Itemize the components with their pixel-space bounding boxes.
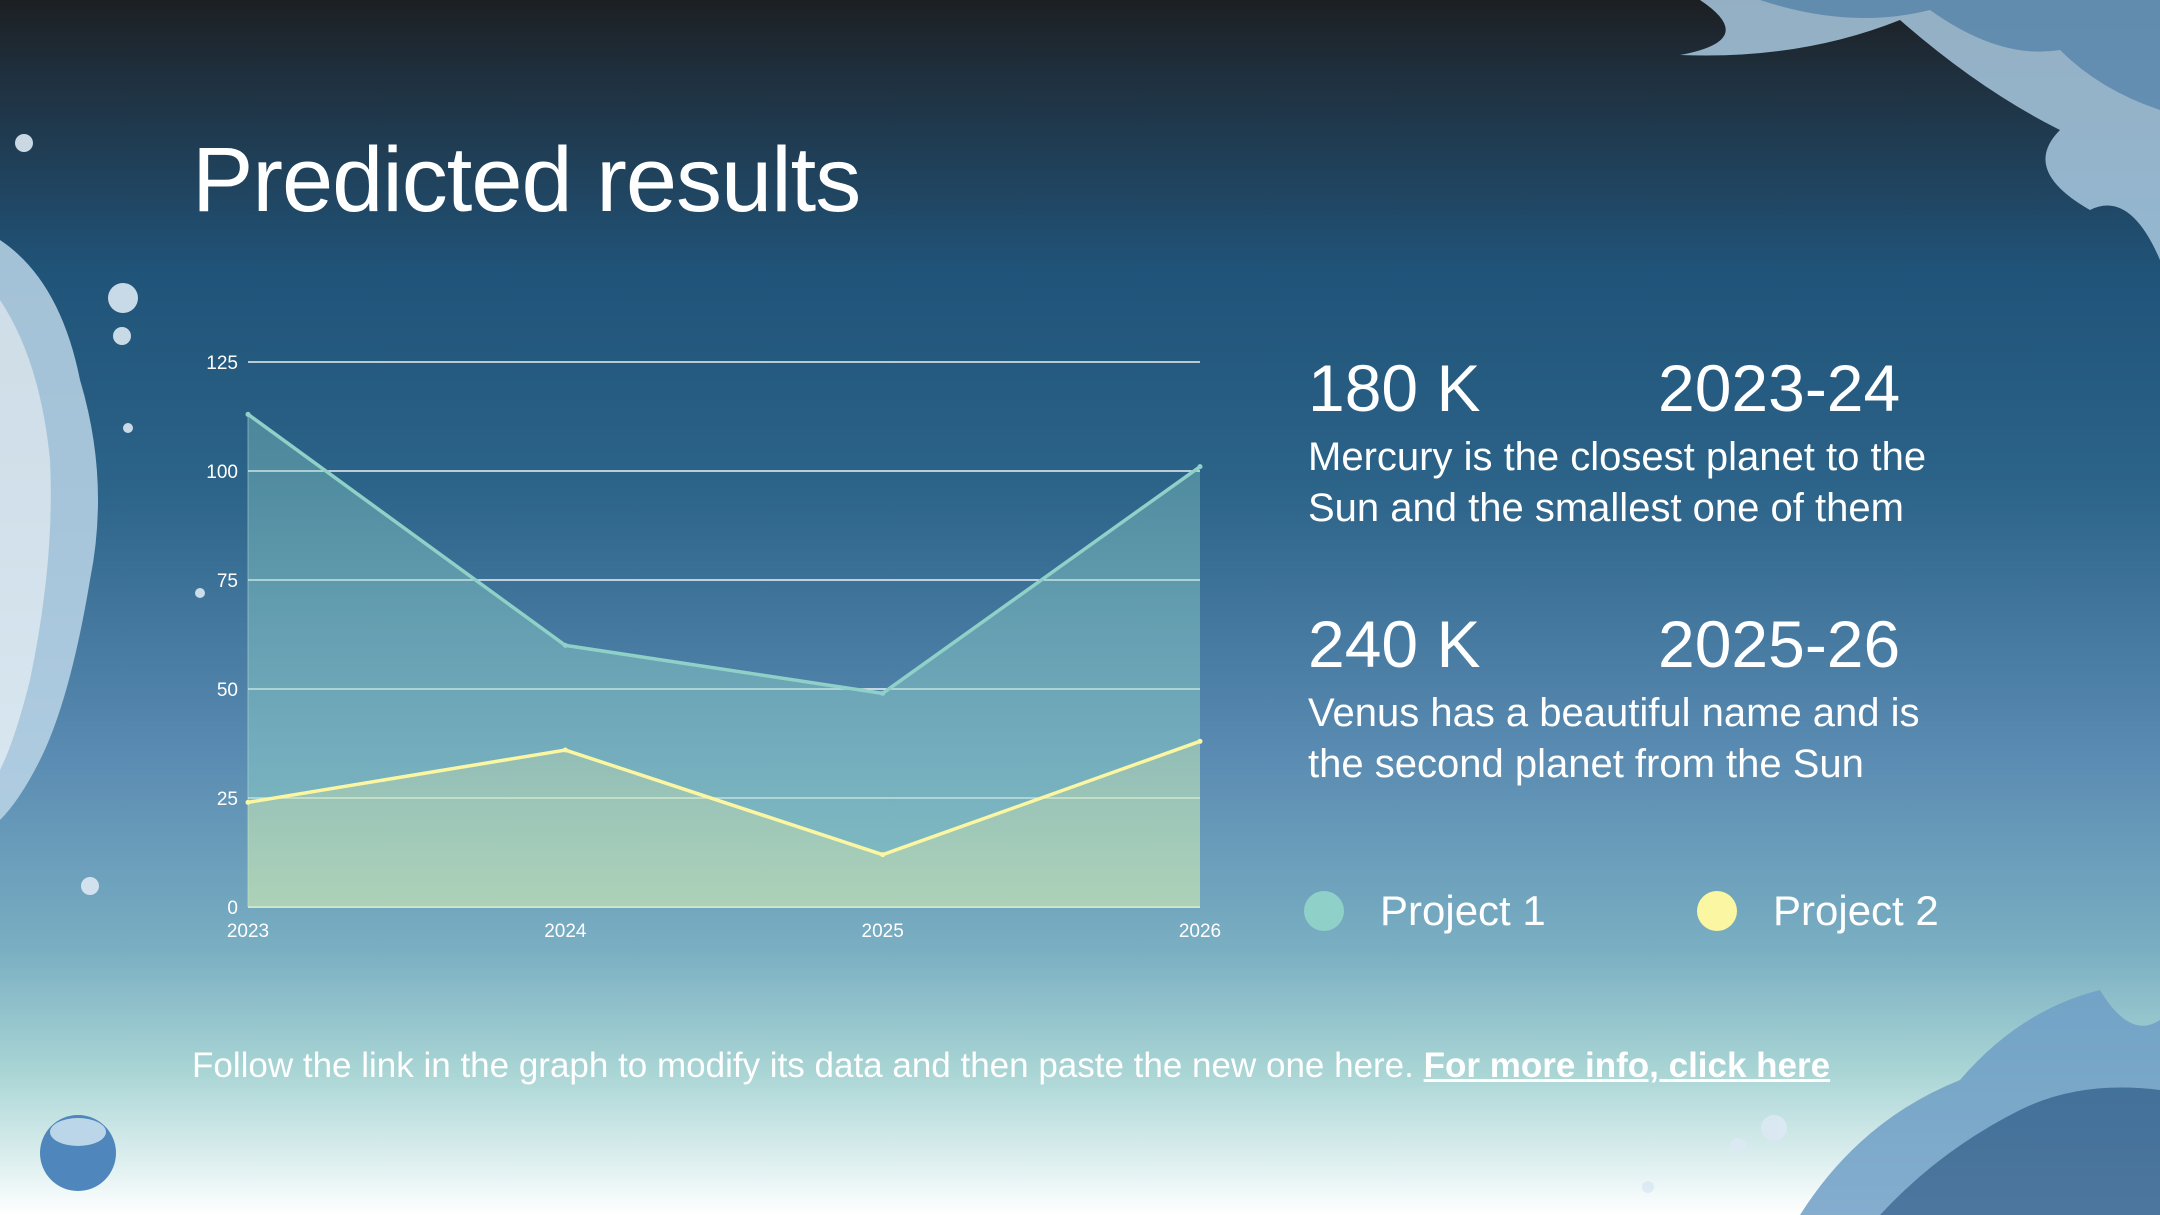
x-tick-label: 2023: [227, 921, 269, 942]
data-point: [562, 747, 568, 753]
data-point: [562, 642, 568, 648]
stat-period: 2023-24: [1658, 351, 1901, 425]
y-tick-label: 50: [217, 680, 238, 701]
legend-item-project-2: Project 2: [1697, 886, 1939, 936]
stat-period: 2025-26: [1658, 607, 1901, 681]
slide-title: Predicted results: [192, 129, 861, 231]
y-tick-label: 125: [206, 353, 238, 374]
legend-label: Project 1: [1380, 887, 1546, 934]
x-tick-label: 2024: [544, 921, 587, 942]
x-tick-label: 2025: [862, 921, 904, 942]
y-tick-label: 0: [227, 898, 238, 919]
y-tick-label: 100: [206, 462, 238, 483]
data-point: [1197, 738, 1203, 744]
y-tick-label: 25: [217, 789, 238, 810]
data-point: [1197, 464, 1203, 470]
legend-dot-icon: [1304, 891, 1344, 931]
stat-block-1: 180 K 2023-24 Mercury is the closest pla…: [1308, 350, 1948, 534]
data-point: [245, 411, 251, 417]
stat-value: 240 K: [1308, 607, 1481, 681]
stat-description: Mercury is the closest planet to the Sun…: [1308, 435, 1927, 530]
legend-label: Project 2: [1773, 887, 1939, 934]
data-point: [880, 852, 886, 858]
series-line-1: [246, 412, 1202, 696]
footer-note: Follow the link in the graph to modify i…: [192, 1046, 1830, 1086]
series-area-2: [248, 741, 1200, 907]
stat-description: Venus has a beautiful name and is the se…: [1308, 691, 1920, 786]
x-tick-label: 2026: [1179, 921, 1221, 942]
footer-text: Follow the link in the graph to modify i…: [192, 1046, 1414, 1085]
series-line-2: [247, 739, 1201, 857]
legend-item-project-1: Project 1: [1304, 886, 1546, 936]
stat-block-2: 240 K 2025-26 Venus has a beautiful name…: [1308, 606, 1948, 790]
legend-dot-icon: [1697, 891, 1737, 931]
y-tick-label: 75: [217, 571, 238, 592]
stat-value: 180 K: [1308, 351, 1481, 425]
data-point: [880, 690, 886, 696]
data-point: [245, 799, 251, 805]
more-info-link[interactable]: For more info, click here: [1423, 1046, 1831, 1085]
